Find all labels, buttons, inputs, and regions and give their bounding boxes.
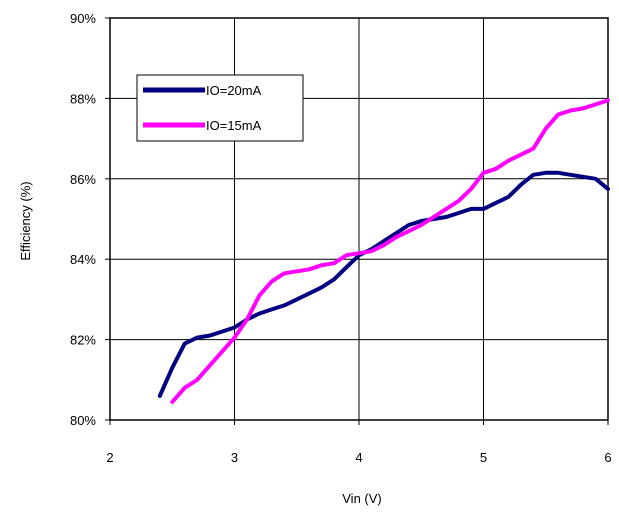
legend-box [136, 74, 304, 142]
y-tick-label: 82% [70, 333, 96, 348]
legend-label-io-15ma: IO=15mA [206, 118, 262, 133]
x-axis-ticks: 2 3 4 5 6 [106, 420, 612, 465]
y-tick-label: 86% [70, 172, 96, 187]
y-tick-label: 90% [70, 11, 96, 26]
legend: IO=20mA IO=15mA [136, 74, 304, 142]
y-axis-label: Efficiency (%) [18, 181, 33, 260]
y-tick-label: 84% [70, 252, 96, 267]
x-tick-label: 6 [604, 450, 611, 465]
series-layer [157, 98, 610, 404]
y-axis-ticks: 80% 82% 84% 86% 88% 90% [70, 11, 110, 428]
y-tick-label: 88% [70, 91, 96, 106]
series-line-io-15ma [170, 98, 610, 404]
legend-label-io-20ma: IO=20mA [206, 83, 262, 98]
x-tick-label: 5 [480, 450, 487, 465]
x-tick-label: 3 [231, 450, 238, 465]
y-tick-label: 80% [70, 413, 96, 428]
x-tick-label: 4 [355, 450, 362, 465]
series-line-io-20ma [157, 170, 610, 398]
x-axis-label: Vin (V) [342, 491, 382, 506]
x-tick-label: 2 [106, 450, 113, 465]
